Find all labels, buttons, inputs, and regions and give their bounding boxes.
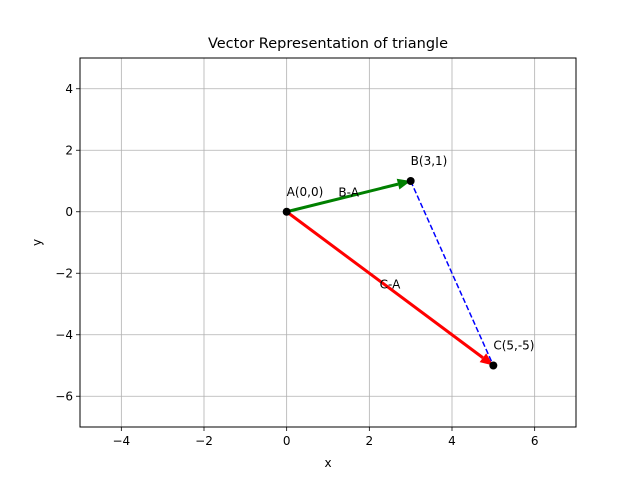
y-tick-label: 0 xyxy=(65,205,73,219)
point-marker xyxy=(489,361,498,370)
y-tick-label: 2 xyxy=(65,143,73,157)
y-tick-label: −2 xyxy=(55,266,73,280)
point-label: C(5,-5) xyxy=(493,339,534,353)
point-marker xyxy=(282,207,291,216)
x-tick-label: −2 xyxy=(195,434,213,448)
vector-c-a-shaft xyxy=(285,210,484,359)
chart-title: Vector Representation of triangle xyxy=(208,36,448,52)
x-axis-label: x xyxy=(324,456,331,470)
x-tick-label: −4 xyxy=(112,434,130,448)
x-tick-label: 0 xyxy=(283,434,291,448)
vector-arrowhead xyxy=(479,353,494,366)
grid xyxy=(80,58,576,427)
vector-b-a-shaft xyxy=(286,182,399,214)
point-label: B(3,1) xyxy=(411,154,448,168)
point-marker xyxy=(406,177,415,185)
x-tick-label: 4 xyxy=(448,434,456,448)
x-tick-label: 2 xyxy=(366,434,374,448)
vector-label: B-A xyxy=(338,185,359,199)
y-tick-label: −4 xyxy=(55,328,73,342)
x-tick-label: 6 xyxy=(531,434,539,448)
y-tick-label: −6 xyxy=(55,389,73,403)
dashed-segment xyxy=(409,180,495,366)
y-axis-label: y xyxy=(30,239,44,246)
y-tick-label: 4 xyxy=(65,82,73,96)
plot-frame xyxy=(79,57,577,428)
point-label: A(0,0) xyxy=(287,185,324,199)
vector-label: C-A xyxy=(380,278,401,292)
chart-marks: B-A C-A A(0,0) B(3,1) C(5,-5) xyxy=(282,154,534,370)
axis-ticks: −4 −2 0 2 4 6 −6 −4 −2 0 2 4 xyxy=(55,82,538,448)
